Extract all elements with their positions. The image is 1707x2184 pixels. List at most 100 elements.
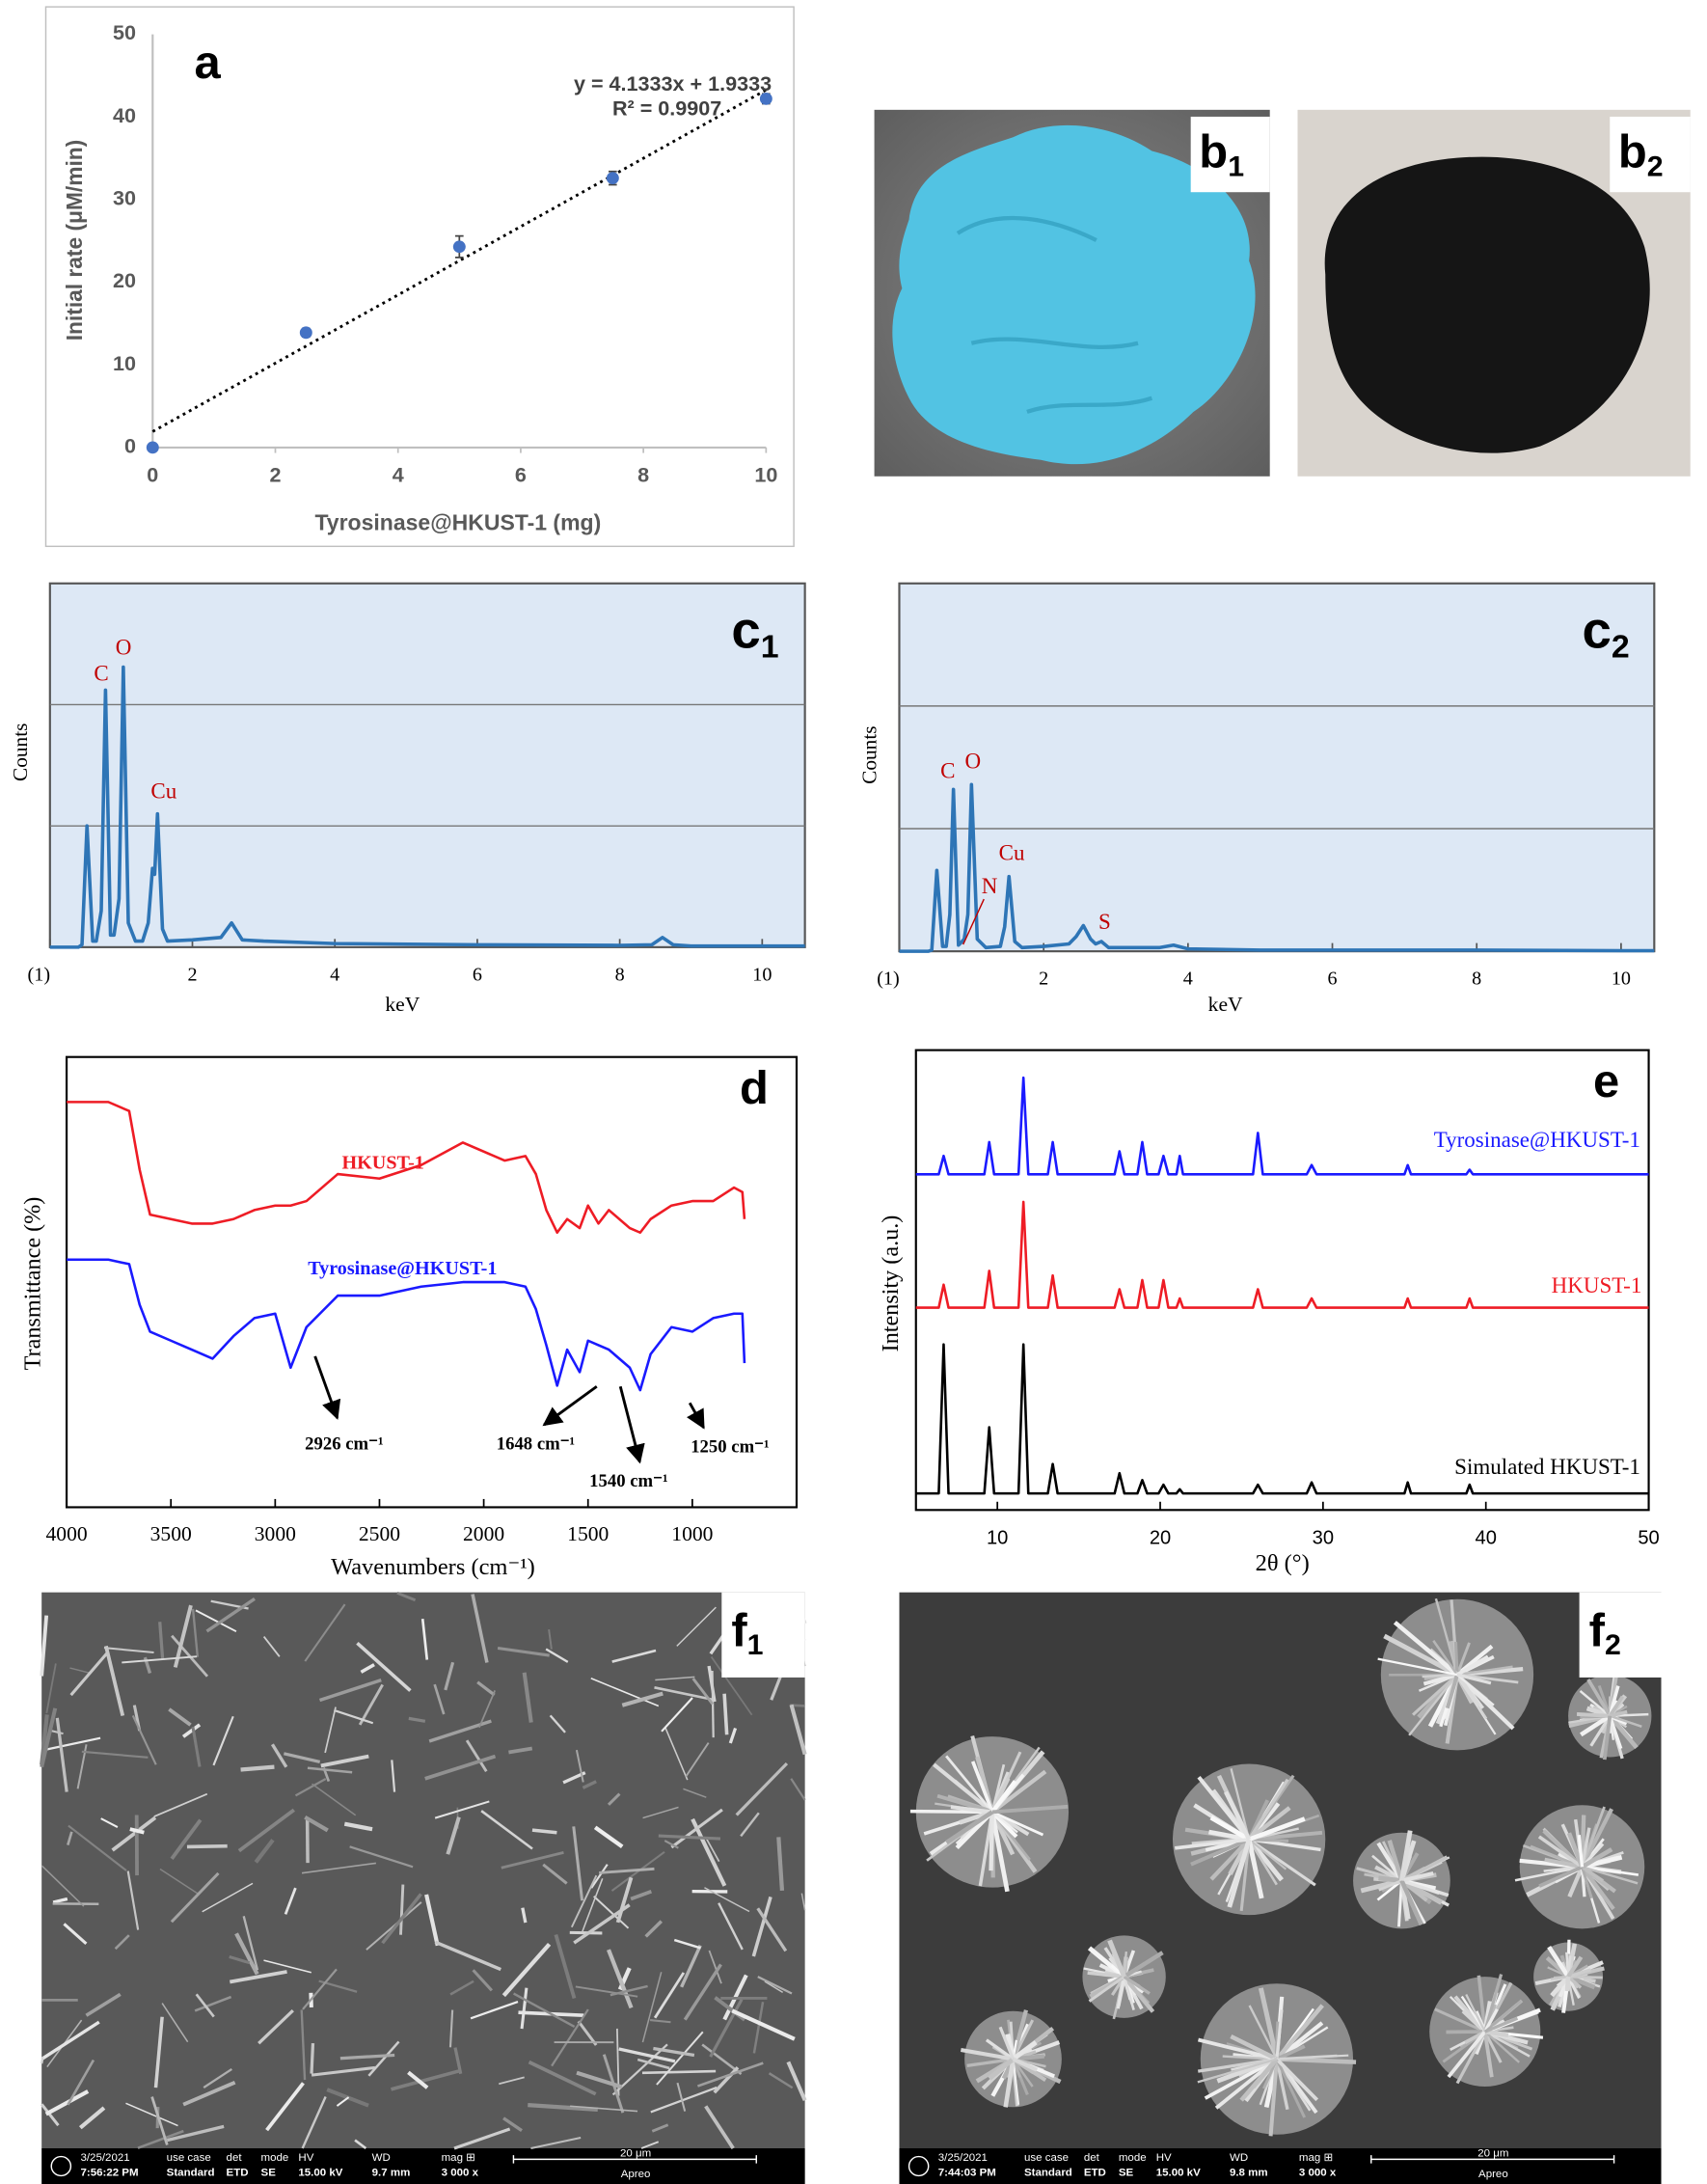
fiber	[582, 1878, 604, 1932]
fiber	[704, 1887, 750, 1913]
fiber	[650, 2086, 718, 2114]
crystal-blade	[1239, 2058, 1279, 2102]
crystal-blade	[1224, 1790, 1252, 1841]
annotation: 1648 cm⁻¹	[497, 1434, 575, 1455]
fiber	[551, 2008, 589, 2067]
fiber	[45, 1663, 57, 1714]
fiber	[572, 1826, 584, 1901]
panel-subscript: 2	[1605, 1629, 1621, 1661]
fiber	[114, 1934, 130, 1951]
fiber	[691, 1817, 727, 1887]
series-label: Tyrosinase@HKUST-1	[308, 1258, 497, 1279]
crystal-blade	[1455, 1673, 1481, 1707]
crystal-blade	[1483, 2007, 1499, 2033]
info-text: 15.00 kV	[298, 2168, 342, 2179]
panel-subscript: 2	[1612, 629, 1630, 666]
label-box	[1190, 116, 1270, 193]
crystal-blade	[1586, 1679, 1612, 1717]
fiber	[240, 1764, 275, 1772]
micrograph	[41, 1592, 805, 2149]
crystal-blade	[1567, 1968, 1591, 1979]
crystal-blade	[1580, 1866, 1615, 1911]
trend-equation: y = 4.1333x + 1.9333	[574, 72, 772, 96]
info-bar	[899, 2148, 1662, 2184]
crystal-blade	[1484, 2029, 1509, 2038]
fiber	[399, 1884, 405, 1935]
fiber	[637, 2058, 670, 2070]
fiber	[673, 1938, 701, 1950]
fiber	[68, 1824, 127, 1871]
crystal-blade	[1197, 2037, 1278, 2061]
crystal-blade	[1275, 2059, 1289, 2111]
crystal-blade	[1230, 1768, 1251, 1841]
fiber	[360, 1663, 375, 1674]
crystal-blade	[991, 1811, 1044, 1837]
fiber	[501, 1942, 552, 1998]
fiber	[284, 1887, 297, 1915]
crystal-blade	[1087, 1971, 1124, 1979]
annotation: 1540 cm⁻¹	[589, 1471, 667, 1491]
crystal-blade	[1209, 1838, 1251, 1881]
fiber	[728, 1727, 738, 1744]
crystal-blade	[1248, 1839, 1278, 1886]
x-axis-label: 2θ (°)	[1256, 1550, 1310, 1576]
annotation-arrow	[313, 1355, 341, 1420]
panel-frame	[44, 6, 795, 548]
crystal-blade	[1248, 1830, 1323, 1842]
fiber	[670, 1808, 723, 1849]
crystal-blade	[1387, 1840, 1404, 1882]
fiber	[254, 1839, 275, 1864]
fiber	[607, 1792, 621, 1806]
y-axis-label: Counts	[858, 725, 881, 783]
crystal-blade	[954, 1779, 993, 1814]
crystal-blade	[990, 1769, 1047, 1815]
instrument: Apreo	[1478, 2169, 1508, 2180]
fiber	[471, 1594, 489, 1663]
panel-letter: a	[194, 37, 221, 89]
crystal-blade	[1209, 1815, 1251, 1842]
fiber	[122, 1655, 198, 1664]
fiber	[790, 1778, 806, 1801]
fiber	[508, 1746, 533, 1755]
powder	[892, 124, 1256, 465]
series-label: Tyrosinase@HKUST-1	[1434, 1128, 1640, 1152]
info-text: 9.7 mm	[372, 2168, 411, 2179]
fiber	[449, 1979, 474, 1996]
fiber	[100, 1817, 119, 1828]
fiber	[270, 1743, 288, 1768]
crystal-blade	[1116, 1976, 1126, 2009]
crystal-blade	[945, 1810, 994, 1845]
instrument: Apreo	[621, 2169, 651, 2180]
panel-letter: f	[731, 1604, 747, 1656]
crystal-blade	[960, 2048, 1014, 2061]
x-tick-label: 40	[1476, 1528, 1497, 1549]
y-tick-label: 0	[124, 435, 136, 458]
plot-area	[914, 1049, 1650, 1512]
fiber	[528, 2103, 598, 2112]
fiber	[655, 1676, 695, 1681]
fiber	[339, 2053, 395, 2061]
x-tick-label: 8	[615, 964, 625, 985]
fiber	[424, 1754, 497, 1781]
fiber	[528, 2060, 597, 2096]
fiber	[680, 1945, 702, 1988]
fiber	[615, 1876, 634, 1924]
crystal-blade	[1581, 1866, 1593, 1899]
fiber	[40, 1707, 58, 1768]
crystal-blade	[990, 1780, 1017, 1814]
fiber	[718, 1902, 744, 1951]
fiber	[304, 1815, 329, 1833]
x-tick-label: 20	[1150, 1528, 1171, 1549]
fiber	[800, 1893, 806, 1911]
x-tick-label: 8	[637, 464, 649, 487]
crystal-blade	[1608, 1714, 1639, 1750]
crystal-blade	[1400, 1878, 1440, 1896]
crystal-blade	[1275, 2058, 1319, 2102]
info-text: 3 000 x	[442, 2168, 479, 2179]
fiber	[722, 1693, 729, 1735]
info-text: HV	[298, 2152, 313, 2164]
fiber	[654, 1686, 713, 1702]
fiber	[294, 1777, 327, 1797]
series-line	[915, 1200, 1649, 1309]
